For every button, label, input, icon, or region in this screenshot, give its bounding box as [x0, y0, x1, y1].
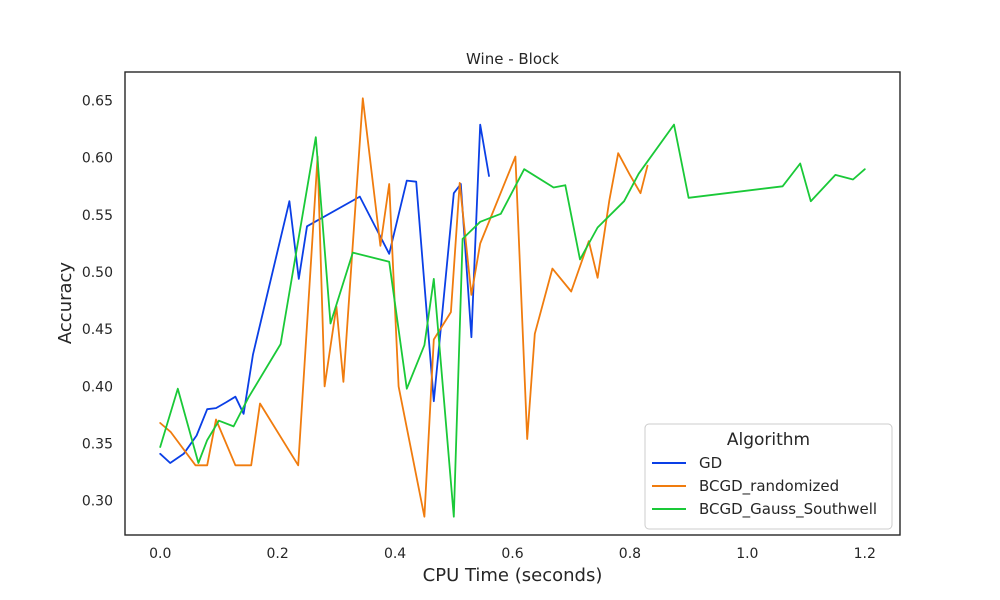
x-tick-label: 0.2 — [267, 546, 289, 562]
x-tick-label: 0.4 — [384, 546, 406, 562]
legend-frame — [644, 423, 893, 530]
series-line-2 — [159, 97, 649, 518]
y-tick-label: 0.60 — [82, 151, 113, 167]
x-tick-label: 0.0 — [149, 546, 171, 562]
y-tick-label: 0.55 — [82, 208, 113, 224]
plot-frame — [124, 71, 901, 536]
x-tick-label: 1.2 — [854, 546, 876, 562]
y-tick-label: 0.40 — [82, 379, 113, 395]
legend-label-2: BCGD_randomized — [699, 477, 839, 496]
x-axis: 0.0 0.2 0.4 0.6 0.8 1.0 1.2 — [149, 546, 876, 562]
legend: Algorithm GD BCGD_randomized BCGD_Gauss_So… — [644, 423, 893, 530]
series-line-1 — [159, 123, 490, 464]
chart-title: Wine - Block — [466, 50, 559, 68]
y-tick-label: 0.45 — [82, 322, 113, 338]
y-tick-label: 0.50 — [82, 265, 113, 281]
y-tick-label: 0.35 — [82, 437, 113, 453]
y-tick-label: 0.65 — [82, 94, 113, 110]
legend-label-3: BCGD_Gauss_Southwell — [699, 500, 877, 519]
series-line-3 — [159, 123, 866, 518]
y-axis: 0.30 0.35 0.40 0.45 0.50 0.55 0.60 0.65 — [82, 94, 113, 510]
plot-area — [124, 71, 901, 536]
x-tick-label: 0.6 — [501, 546, 523, 562]
x-tick-label: 1.0 — [736, 546, 758, 562]
x-tick-label: 0.8 — [619, 546, 641, 562]
x-axis-label: CPU Time (seconds) — [423, 565, 603, 586]
y-axis-label: Accuracy — [55, 262, 76, 345]
legend-label-1: GD — [699, 454, 722, 472]
legend-title: Algorithm — [727, 430, 810, 450]
y-tick-label: 0.30 — [82, 494, 113, 510]
